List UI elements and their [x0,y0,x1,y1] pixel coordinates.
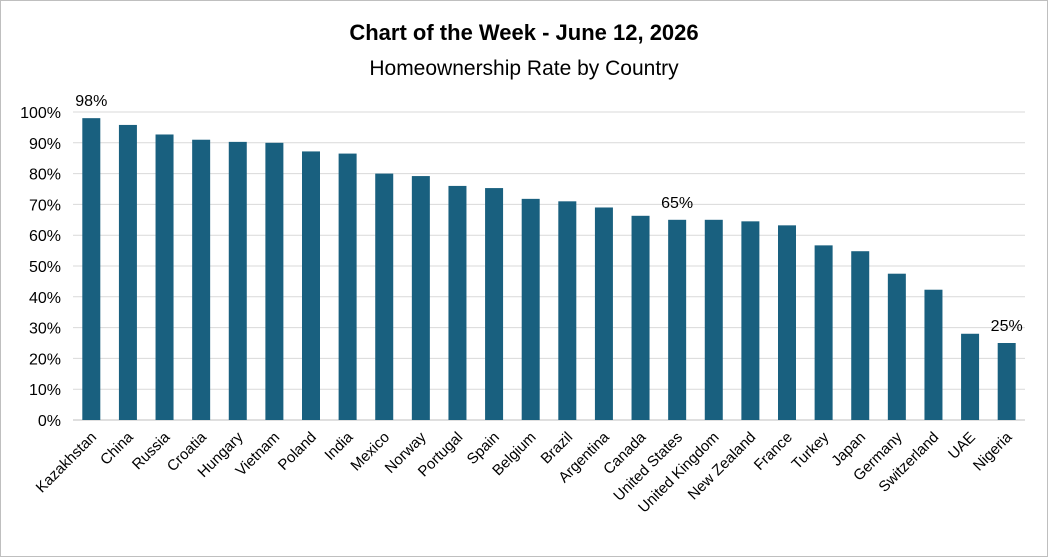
x-tick-label: Kazakhstan [33,429,100,496]
bar [302,151,320,420]
bar [668,219,687,420]
bar [924,289,943,420]
x-tick-label: Turkey [788,428,832,472]
x-tick-label: Nigeria [970,428,1016,474]
y-tick-label: 90% [29,136,61,153]
chart-title: Chart of the Week - June 12, 2026 [349,20,699,45]
bar [375,173,394,420]
bar [814,245,833,420]
data-label: 98% [75,93,107,110]
bar [448,185,467,420]
chart-subtitle: Homeownership Rate by Country [369,57,679,80]
x-tick-label: Poland [275,429,320,474]
y-tick-label: 0% [38,413,61,430]
bar [704,219,723,420]
y-tick-label: 80% [29,167,61,184]
y-tick-label: 100% [20,105,61,122]
bar [265,142,284,421]
bar [558,201,577,420]
bar [778,225,796,420]
y-tick-label: 70% [29,197,61,214]
bar [411,176,430,420]
bar [228,141,247,420]
data-label: 65% [661,195,693,212]
bar [631,215,650,420]
bar [192,139,211,420]
y-tick-label: 10% [29,382,61,399]
bar [521,198,540,420]
bar [887,273,906,420]
data-label: 25% [991,318,1023,335]
bar [851,251,870,420]
bar [118,124,137,420]
bar [155,134,174,420]
bar [594,207,613,420]
bar [961,333,980,420]
y-tick-label: 20% [29,351,61,368]
bar [997,343,1016,420]
y-tick-label: 50% [29,259,61,276]
y-tick-label: 30% [29,321,61,338]
y-tick-label: 40% [29,290,61,307]
y-tick-label: 60% [29,228,61,245]
bar [338,153,357,420]
x-tick-label: France [751,429,796,474]
bar [741,221,760,420]
bar [82,118,101,420]
bar [485,188,504,420]
